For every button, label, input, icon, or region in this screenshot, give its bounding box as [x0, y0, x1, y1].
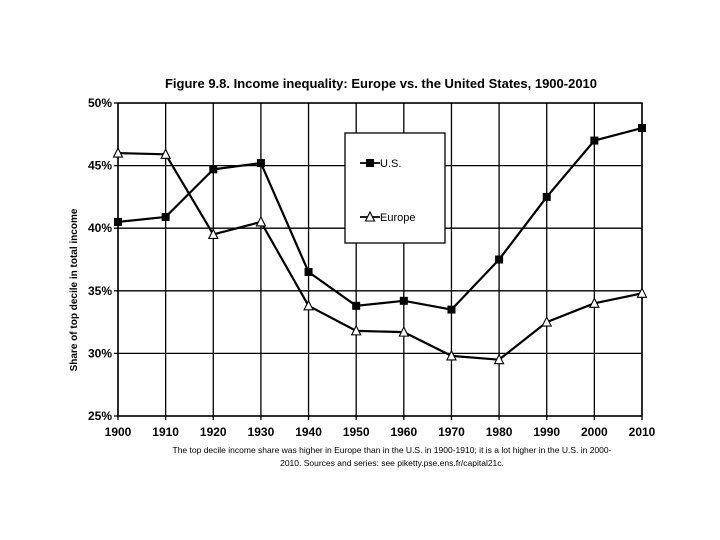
y-tick-label: 25% [88, 409, 112, 423]
x-tick-label: 1910 [152, 425, 179, 439]
legend: U.S. Europe [344, 132, 446, 244]
data-point-u-s [114, 217, 122, 226]
series-line-europe [117, 151, 643, 361]
x-tick-label: 1970 [438, 425, 465, 439]
x-tick-label: 1900 [105, 425, 132, 439]
series-group [112, 124, 648, 365]
data-point-europe [160, 148, 172, 159]
legend-marker-europe [364, 210, 376, 222]
y-tick-label: 45% [88, 159, 112, 173]
data-point-u-s [256, 159, 265, 168]
data-point-europe [493, 353, 505, 365]
legend-label-europe: Europe [380, 212, 415, 224]
x-tick-label: 1980 [486, 425, 513, 439]
x-tick-label: 2000 [581, 425, 608, 439]
series-u-s [114, 124, 646, 314]
data-point-europe [446, 349, 457, 361]
legend-box [344, 132, 446, 244]
data-point-u-s [161, 212, 170, 221]
x-tick-label: 2010 [629, 425, 656, 439]
data-point-europe [255, 215, 267, 227]
data-point-europe [588, 297, 600, 308]
footnote-line-1: The top decile income share was higher i… [173, 445, 612, 455]
data-point-u-s [352, 301, 361, 310]
y-tick-label: 50% [88, 96, 112, 110]
x-tick-label: 1990 [533, 425, 560, 439]
x-tick-label: 1920 [200, 425, 227, 439]
x-tick-labels: 1900 1910 1920 1930 1940 1950 1960 1970 1980 1990… [105, 425, 656, 439]
data-point-u-s [399, 296, 408, 305]
y-tick-label: 30% [88, 346, 112, 360]
data-point-europe [207, 228, 219, 240]
data-point-europe [303, 299, 314, 311]
x-tick-label: 1930 [248, 425, 275, 439]
data-point-europe [636, 287, 648, 298]
y-tick-label: 40% [88, 221, 112, 235]
data-point-europe [398, 325, 410, 337]
x-tick-label: 1960 [390, 425, 417, 439]
footnote-line-2: 2010. Sources and series: see piketty.ps… [280, 458, 504, 468]
legend-marker-u-s [366, 159, 374, 167]
data-point-europe [112, 146, 124, 158]
data-point-u-s [209, 165, 218, 174]
y-tick-labels: 25% 30% 35% 40% 45% 50% [88, 96, 112, 423]
data-point-u-s [638, 124, 646, 133]
grid [114, 102, 643, 420]
y-axis-label: Share of top decile in total income [69, 208, 80, 371]
y-tick-label: 35% [88, 284, 112, 298]
data-point-u-s [447, 305, 456, 314]
data-point-u-s [590, 136, 599, 145]
legend-items: U.S. Europe [360, 158, 415, 224]
data-point-europe [541, 315, 553, 327]
data-point-europe [350, 324, 362, 336]
data-point-u-s [304, 268, 313, 277]
plot-frame [117, 102, 643, 417]
series-europe [112, 146, 648, 365]
data-point-u-s [542, 192, 551, 201]
chart-title: Figure 9.8. Income inequality: Europe vs… [165, 76, 597, 91]
x-tick-label: 1950 [343, 425, 370, 439]
legend-label-u-s: U.S. [380, 158, 401, 170]
data-point-u-s [495, 255, 504, 264]
series-line-u-s [117, 126, 643, 311]
x-tick-label: 1940 [295, 425, 322, 439]
